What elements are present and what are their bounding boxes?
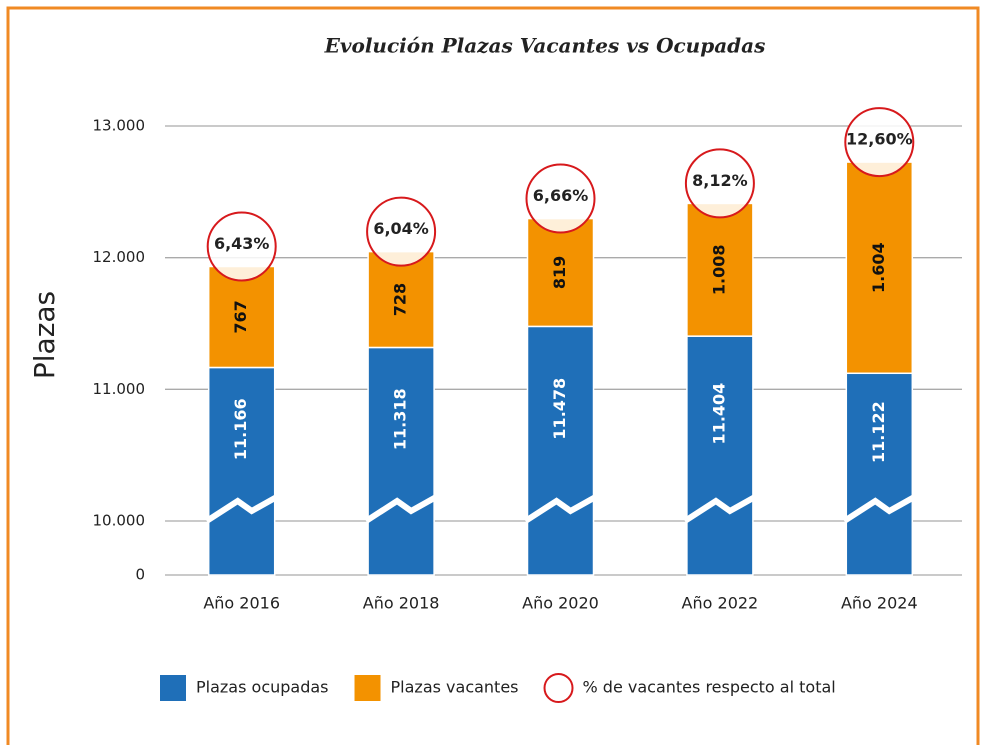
bar-value-label: 767 <box>231 300 250 333</box>
percent-circle <box>206 211 277 282</box>
bar-value-label: 11.318 <box>391 388 410 450</box>
legend-label: % de vacantes respecto al total <box>583 678 836 697</box>
axis-break <box>842 494 916 524</box>
bar-value-label: 728 <box>391 283 410 316</box>
percent-circle <box>525 163 596 234</box>
x-tick-label: Año 2020 <box>522 594 599 613</box>
percent-label: 12,60% <box>846 130 913 149</box>
bar-segment <box>526 325 595 576</box>
axis-break <box>523 494 597 524</box>
bar-segment <box>526 217 595 328</box>
bar-value-label: 1.008 <box>709 244 728 295</box>
bar-segment <box>845 161 914 375</box>
axis-break <box>205 494 279 524</box>
percent-circle <box>366 196 437 267</box>
legend-label: Plazas ocupadas <box>196 678 329 697</box>
y-axis-label: Plazas <box>28 291 61 379</box>
legend-label: Plazas vacantes <box>391 678 519 697</box>
x-tick-label: Año 2022 <box>682 594 759 613</box>
y-tick-label: 0 <box>135 566 145 584</box>
frame <box>6 6 980 745</box>
bar-segment <box>845 372 914 576</box>
bar-value-label: 11.478 <box>550 378 569 440</box>
x-tick-label: Año 2018 <box>363 594 440 613</box>
y-tick-label: 13.000 <box>93 117 146 135</box>
x-tick-label: Año 2024 <box>841 594 918 613</box>
y-tick-label: 11.000 <box>93 380 146 398</box>
percent-circle <box>844 107 915 178</box>
legend-swatch <box>354 675 381 701</box>
bar-segment <box>686 335 754 576</box>
percent-label: 6,04% <box>373 219 429 238</box>
legend-swatch <box>543 673 574 703</box>
chart-title: Evolución Plazas Vacantes vs Ocupadas <box>324 34 766 58</box>
percent-label: 8,12% <box>692 171 748 190</box>
percent-circle <box>684 148 755 219</box>
axis-break <box>683 494 757 524</box>
bar-value-label: 11.404 <box>709 383 728 445</box>
x-tick-label: Año 2016 <box>203 594 280 613</box>
percent-label: 6,66% <box>533 186 589 205</box>
percent-label: 6,43% <box>214 234 270 253</box>
bar-value-label: 11.122 <box>869 401 888 463</box>
legend-swatch <box>160 675 186 701</box>
y-tick-label: 10.000 <box>93 512 146 530</box>
axis-break <box>364 494 438 524</box>
bar-value-label: 11.166 <box>231 398 250 460</box>
bar-segment <box>207 265 276 369</box>
bar-segment <box>686 202 754 337</box>
bar-segment <box>367 346 435 576</box>
bar-value-label: 819 <box>550 256 569 289</box>
y-tick-label: 12.000 <box>93 248 146 266</box>
bar-segment <box>207 366 276 576</box>
bar-value-label: 1.604 <box>869 242 888 293</box>
